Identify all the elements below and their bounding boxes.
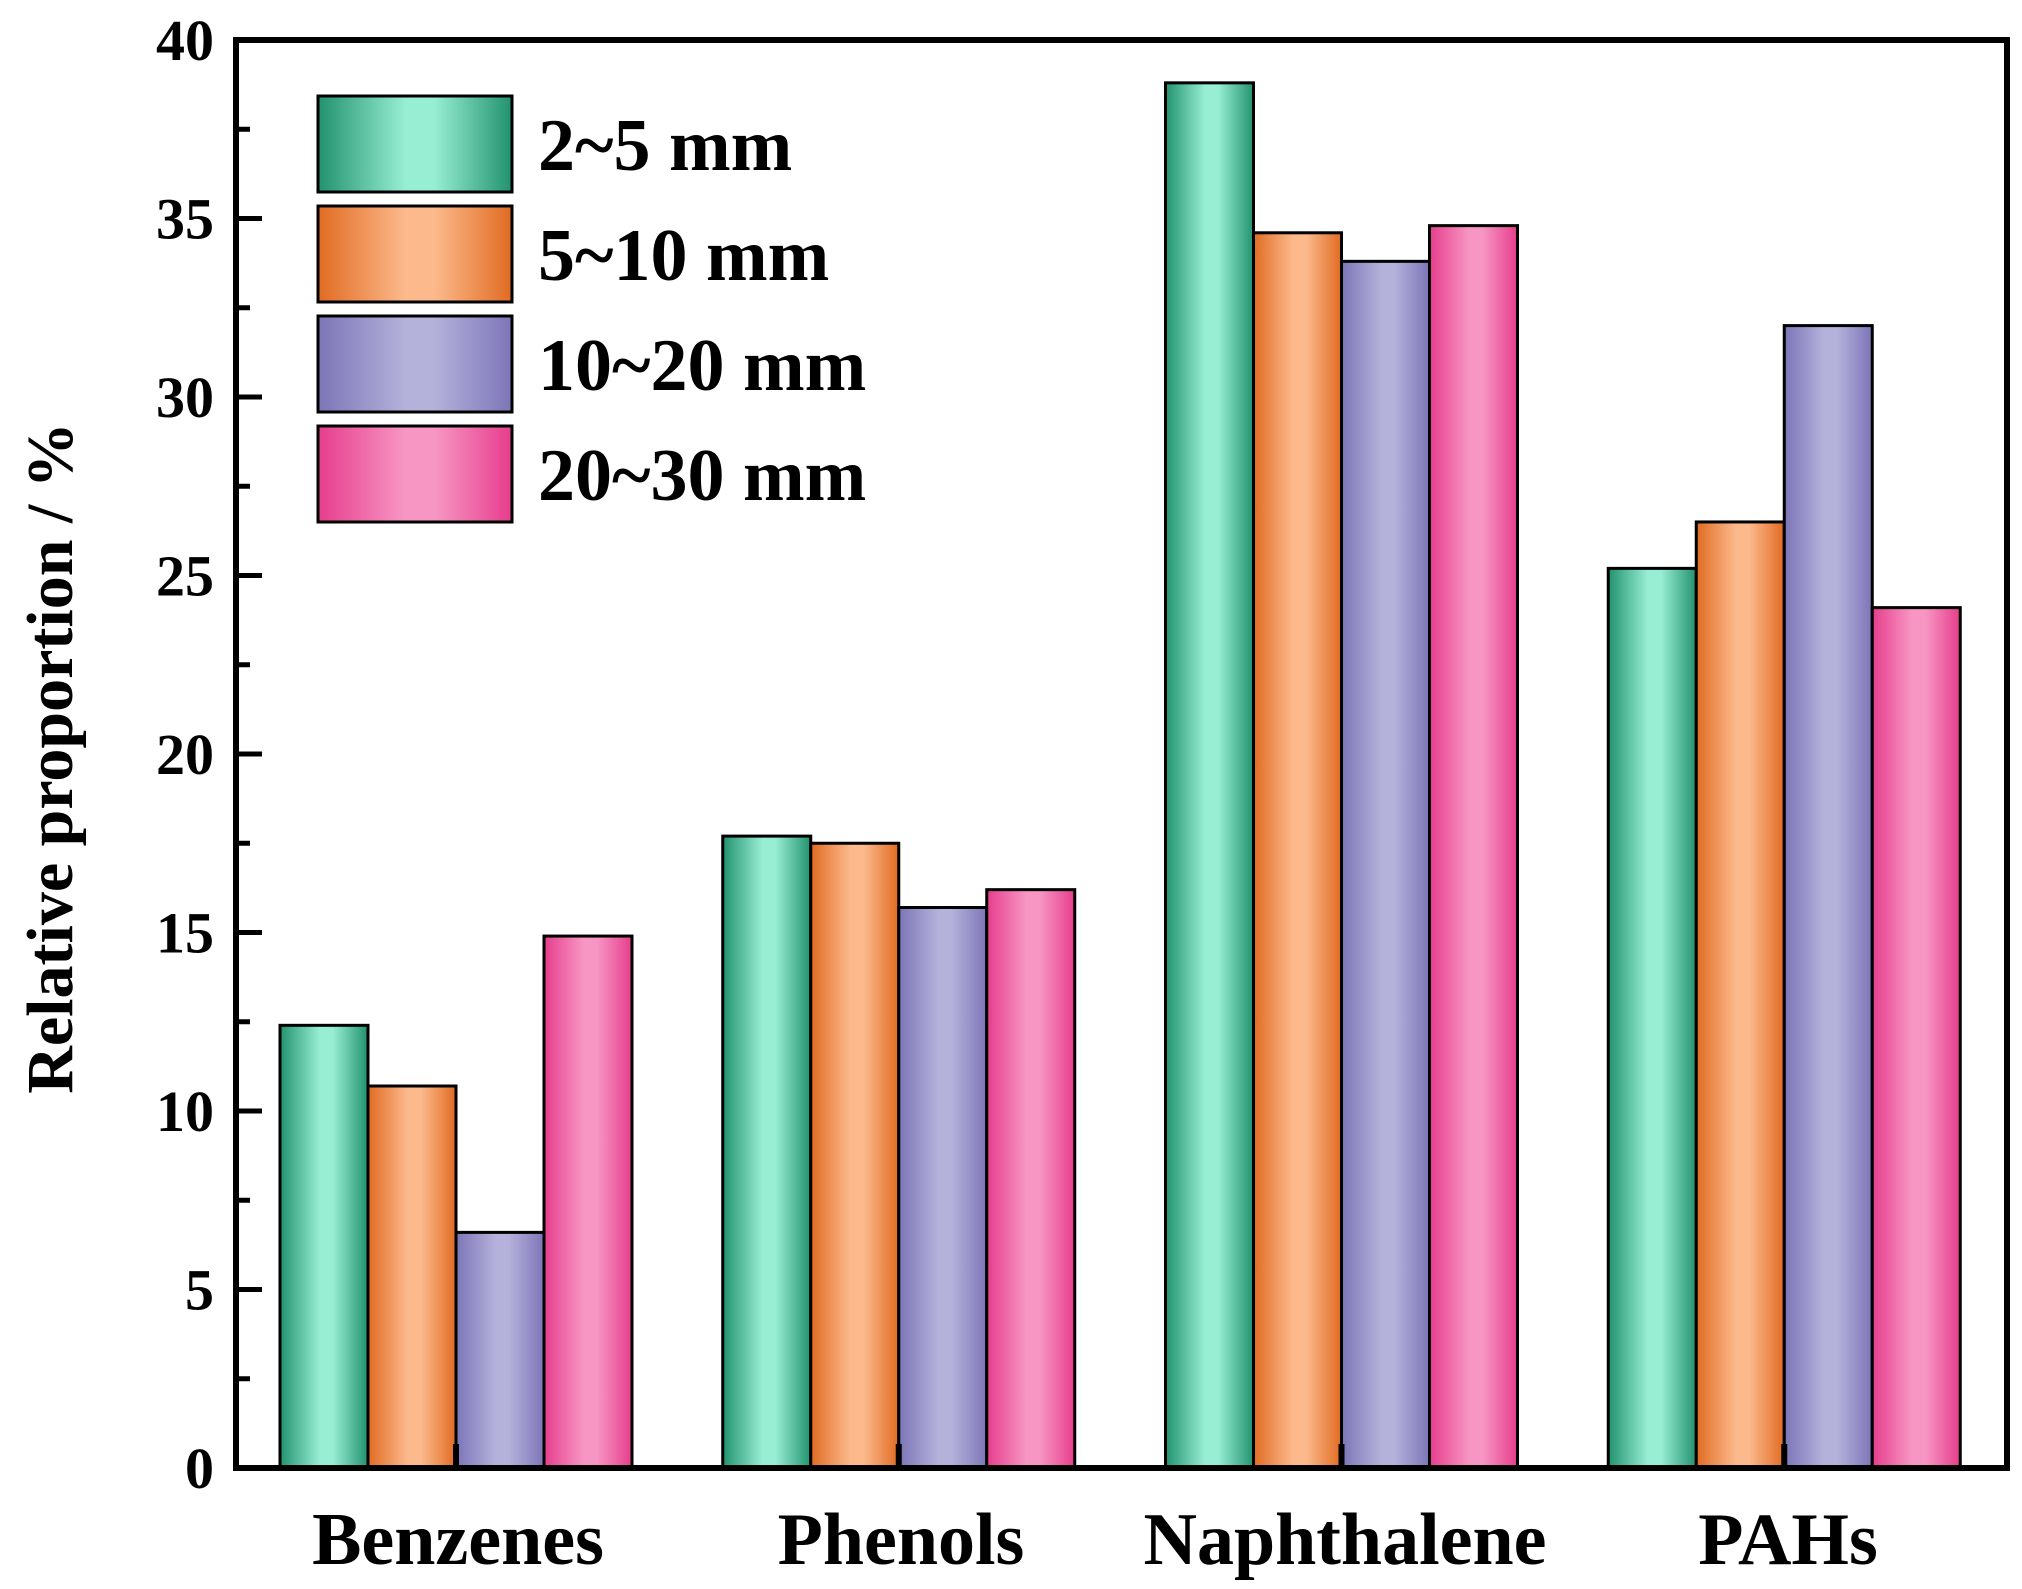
y-tick-label: 5 <box>185 1258 214 1323</box>
bar-phenols-1 <box>721 834 813 1470</box>
bar-benzenes-3 <box>454 1230 546 1470</box>
bar-pahs-2 <box>1694 520 1786 1470</box>
y-tick-label: 40 <box>156 8 214 73</box>
bar-benzenes-1 <box>278 1023 370 1470</box>
y-tick-label: 15 <box>156 901 214 966</box>
legend-swatch <box>316 94 514 194</box>
y-tick-label: 35 <box>156 187 214 252</box>
bar-phenols-3 <box>897 906 989 1470</box>
bar-naphthalene-2 <box>1252 231 1343 1470</box>
bar-pahs-4 <box>1870 606 1962 1470</box>
legend-swatch <box>316 424 514 524</box>
bar-benzenes-4 <box>542 934 634 1470</box>
y-tick-label: 30 <box>156 365 214 430</box>
y-tick-label: 25 <box>156 544 214 609</box>
legend-swatch <box>316 204 514 304</box>
bar-benzenes-2 <box>366 1084 458 1470</box>
x-category-label: Benzenes <box>312 1499 604 1581</box>
axes-layer: 0 5 10 15 20 25 30 35 40 Benzenes Phenols Naphthale… <box>156 8 2010 1581</box>
legend-label: 20~30 mm <box>538 435 866 517</box>
bar-pahs-1 <box>1606 566 1698 1470</box>
bar-naphthalene-1 <box>1164 81 1255 1470</box>
y-axis-title: Relative proportion / % <box>14 422 87 1094</box>
bar-phenols-4 <box>985 888 1077 1470</box>
bar-naphthalene-4 <box>1428 224 1519 1470</box>
legend-swatch <box>316 314 514 414</box>
legend-label: 10~20 mm <box>538 325 866 407</box>
bar-naphthalene-3 <box>1340 259 1431 1470</box>
y-tick-label: 0 <box>185 1436 214 1501</box>
legend-label: 2~5 mm <box>538 105 792 187</box>
x-category-label: Phenols <box>778 1499 1025 1581</box>
bar-phenols-2 <box>809 841 901 1470</box>
x-category-label: PAHs <box>1698 1499 1878 1581</box>
legend: 2~5 mm 5~10 mm 10~20 mm 20~30 mm <box>316 94 866 524</box>
y-tick-label: 10 <box>156 1079 214 1144</box>
bar-pahs-3 <box>1782 324 1874 1470</box>
bars-layer <box>278 81 1962 1470</box>
x-category-label: Naphthalene <box>1144 1499 1547 1581</box>
legend-label: 5~10 mm <box>538 215 829 297</box>
y-tick-label: 20 <box>156 722 214 787</box>
